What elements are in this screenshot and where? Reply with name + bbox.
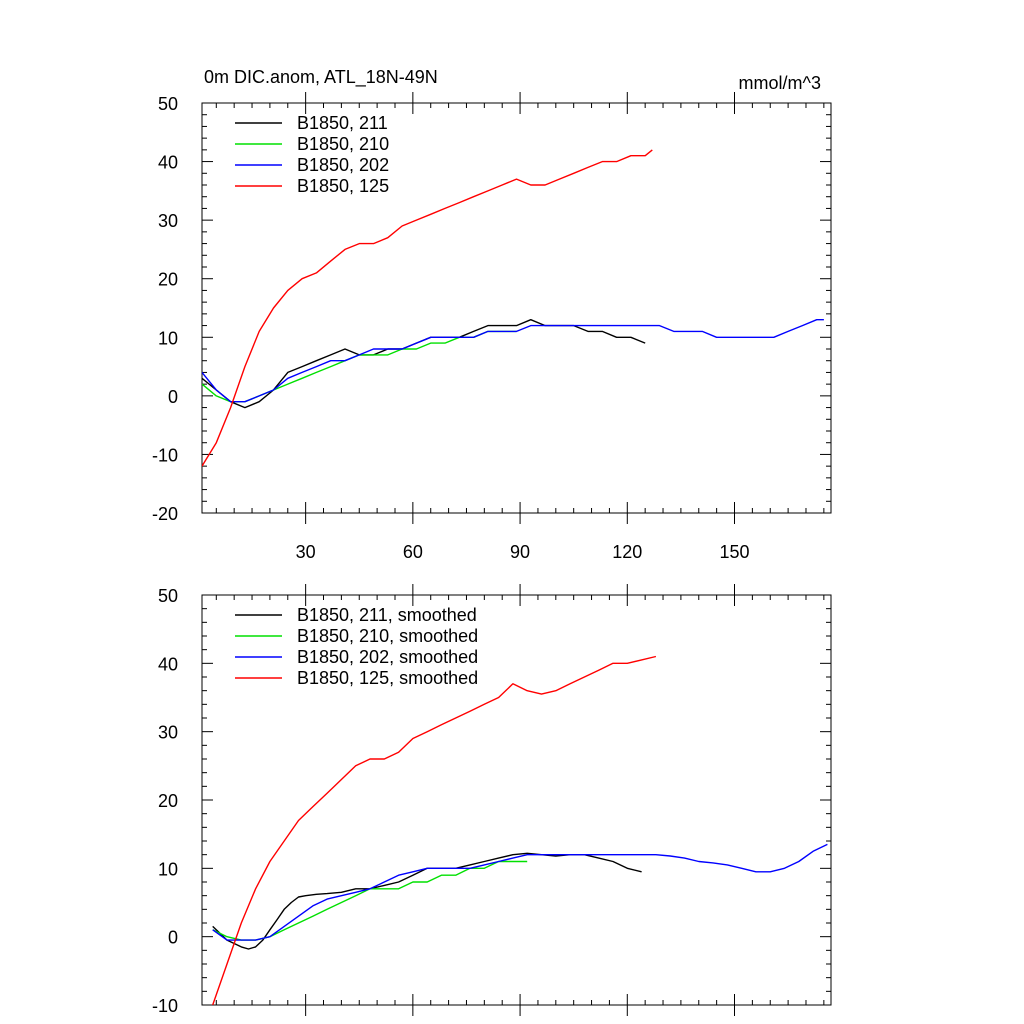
- series-group: [212, 655, 828, 1005]
- legend-label: B1850, 202, smoothed: [297, 647, 478, 667]
- series-line-3: [212, 655, 657, 1005]
- x-tick-label: 120: [612, 542, 642, 562]
- x-tick-label: 60: [403, 542, 423, 562]
- units-label: mmol/m^3: [739, 73, 821, 93]
- y-tick-label: 10: [158, 328, 178, 348]
- x-tick-label: 150: [719, 542, 749, 562]
- series-line-0: [212, 852, 642, 950]
- x-tick-label: 30: [296, 542, 316, 562]
- legend-label: B1850, 125, smoothed: [297, 668, 478, 688]
- x-tick-label: 90: [510, 542, 530, 562]
- y-tick-label: 0: [168, 387, 178, 407]
- y-tick-label: 10: [158, 859, 178, 879]
- series-line-3: [202, 149, 653, 467]
- legend-label: B1850, 210, smoothed: [297, 626, 478, 646]
- y-tick-label: 20: [158, 791, 178, 811]
- series-line-2: [202, 319, 824, 403]
- y-tick-label: -10: [152, 996, 178, 1016]
- legend-label: B1850, 211, smoothed: [297, 605, 477, 625]
- series-group: [202, 149, 824, 467]
- legend-label: B1850, 202: [297, 155, 389, 175]
- series-line-0: [202, 319, 646, 409]
- y-tick-label: 30: [158, 211, 178, 231]
- y-tick-label: 50: [158, 586, 178, 606]
- y-tick-label: 40: [158, 153, 178, 173]
- series-line-1: [212, 860, 528, 941]
- legend-label: B1850, 210: [297, 134, 389, 154]
- y-tick-label: 0: [168, 928, 178, 948]
- y-tick-label: -20: [152, 504, 178, 524]
- y-tick-label: 30: [158, 723, 178, 743]
- y-tick-label: 50: [158, 94, 178, 114]
- series-line-2: [212, 843, 828, 941]
- legend-label: B1850, 125: [297, 176, 389, 196]
- plot-frame: [201, 102, 832, 514]
- chart-title: 0m DIC.anom, ATL_18N-49N: [204, 67, 438, 88]
- y-tick-label: -10: [152, 445, 178, 465]
- legend-label: B1850, 211: [297, 113, 388, 133]
- y-tick-label: 20: [158, 270, 178, 290]
- series-line-1: [202, 330, 517, 403]
- chart-panel-top: 30 60 90 120 150 -20 -10 0 10 20 30 40 50 0m DIC.anom…: [152, 67, 832, 562]
- y-tick-label: 40: [158, 654, 178, 674]
